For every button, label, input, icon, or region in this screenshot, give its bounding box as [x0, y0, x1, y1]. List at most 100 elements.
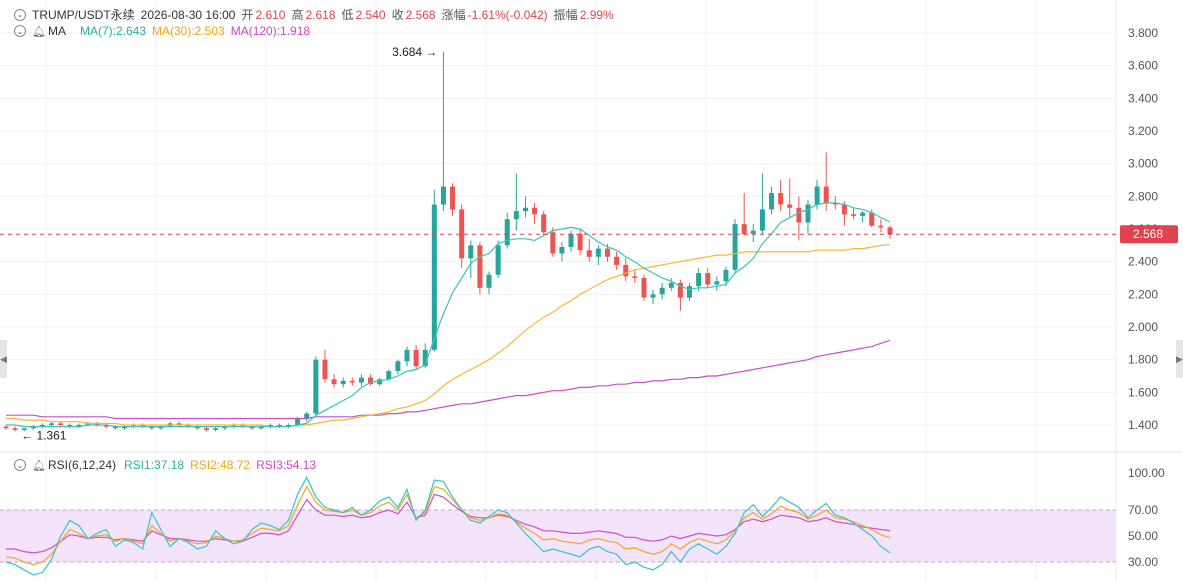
candle-body[interactable] — [687, 286, 693, 298]
candle-body[interactable] — [258, 426, 264, 429]
candle-body[interactable] — [477, 245, 483, 288]
candle-body[interactable] — [541, 214, 547, 233]
candle-body[interactable] — [550, 232, 556, 254]
candle-body[interactable] — [440, 186, 446, 205]
candle-body[interactable] — [313, 359, 319, 414]
candle-body[interactable] — [459, 209, 465, 259]
candle-body[interactable] — [504, 219, 510, 246]
candle-body[interactable] — [468, 245, 474, 259]
candle-body[interactable] — [568, 233, 574, 247]
candle-body[interactable] — [623, 264, 629, 277]
candle-body[interactable] — [121, 426, 127, 429]
candle-body[interactable] — [841, 204, 847, 215]
candle-body[interactable] — [814, 186, 820, 205]
candle-body[interactable] — [21, 428, 27, 430]
candle-body[interactable] — [632, 276, 638, 278]
candle-body[interactable] — [30, 426, 36, 429]
candle-body[interactable] — [750, 230, 756, 234]
candle-body[interactable] — [614, 256, 620, 265]
candle-body[interactable] — [522, 207, 528, 212]
collapse-icon[interactable]: ⌄ — [14, 25, 26, 37]
candle-body[interactable] — [532, 207, 538, 215]
candle-body[interactable] — [823, 186, 829, 203]
candle-body[interactable] — [76, 425, 82, 427]
candle-body[interactable] — [705, 273, 711, 285]
candle-body[interactable] — [586, 250, 592, 257]
candle-body[interactable] — [641, 278, 647, 298]
candle-body[interactable] — [340, 380, 346, 385]
candle-body[interactable] — [732, 224, 738, 270]
candle-body[interactable] — [805, 204, 811, 223]
candle-body[interactable] — [759, 209, 765, 231]
candle-body[interactable] — [322, 359, 328, 380]
candle-body[interactable] — [249, 426, 255, 429]
candle-body[interactable] — [595, 248, 601, 257]
candle-body[interactable] — [158, 426, 164, 429]
candle-body[interactable] — [386, 371, 392, 380]
candle-body[interactable] — [650, 294, 656, 298]
candle-body[interactable] — [85, 423, 91, 425]
candle-body[interactable] — [486, 274, 492, 288]
candle-body[interactable] — [404, 349, 410, 362]
candle-body[interactable] — [832, 202, 838, 205]
candle-body[interactable] — [222, 426, 228, 429]
candle-body[interactable] — [778, 193, 784, 205]
candle-body[interactable] — [860, 212, 866, 216]
scroll-left-handle[interactable]: ◀ — [0, 340, 7, 378]
candle-body[interactable] — [677, 282, 683, 298]
candle-body[interactable] — [67, 425, 73, 427]
candle-body[interactable] — [723, 269, 729, 282]
bell-icon[interactable]: 🔔︎ — [32, 25, 46, 38]
candle-body[interactable] — [358, 377, 364, 383]
candle-body[interactable] — [194, 426, 200, 429]
candle-body[interactable] — [94, 423, 100, 425]
candle-body[interactable] — [39, 425, 45, 427]
candle-body[interactable] — [513, 211, 519, 220]
candle-body[interactable] — [185, 425, 191, 427]
candle-body[interactable] — [787, 204, 793, 208]
candle-body[interactable] — [604, 248, 610, 257]
candle-body[interactable] — [276, 425, 282, 427]
candle-body[interactable] — [304, 413, 310, 419]
candle-body[interactable] — [3, 426, 9, 429]
candle-body[interactable] — [559, 246, 565, 254]
candle-body[interactable] — [12, 428, 18, 430]
candle-body[interactable] — [368, 377, 374, 385]
candle-body[interactable] — [377, 379, 383, 385]
candle-body[interactable] — [851, 214, 857, 216]
candle-body[interactable] — [176, 423, 182, 425]
candle-body[interactable] — [149, 426, 155, 429]
candle-body[interactable] — [696, 273, 702, 287]
candle-body[interactable] — [103, 425, 109, 427]
candle-body[interactable] — [887, 227, 893, 235]
candle-body[interactable] — [878, 225, 884, 228]
candle-body[interactable] — [668, 282, 674, 288]
candle-body[interactable] — [131, 425, 137, 427]
candle-body[interactable] — [349, 380, 355, 383]
candle-body[interactable] — [422, 349, 428, 367]
candle-body[interactable] — [203, 428, 209, 430]
candle-body[interactable] — [295, 418, 301, 425]
candle-body[interactable] — [769, 193, 775, 210]
candle-body[interactable] — [577, 233, 583, 251]
collapse-icon[interactable]: ⌄ — [14, 8, 26, 21]
candle-body[interactable] — [58, 423, 64, 425]
candle-body[interactable] — [267, 425, 273, 427]
candle-body[interactable] — [112, 426, 118, 429]
bell-icon[interactable]: 🔔︎ — [32, 459, 46, 472]
collapse-icon[interactable]: ⌄ — [14, 459, 26, 471]
scroll-right-handle[interactable]: ▶ — [1176, 340, 1183, 378]
candle-body[interactable] — [286, 425, 292, 427]
candle-body[interactable] — [49, 423, 55, 425]
candle-body[interactable] — [714, 281, 720, 285]
candle-body[interactable] — [240, 425, 246, 427]
candle-body[interactable] — [140, 425, 146, 427]
candle-body[interactable] — [431, 204, 437, 350]
candle-body[interactable] — [450, 186, 456, 210]
candle-body[interactable] — [331, 379, 337, 385]
candle-body[interactable] — [213, 428, 219, 430]
candle-body[interactable] — [231, 425, 237, 427]
candle-body[interactable] — [495, 245, 501, 275]
candle-body[interactable] — [395, 361, 401, 372]
